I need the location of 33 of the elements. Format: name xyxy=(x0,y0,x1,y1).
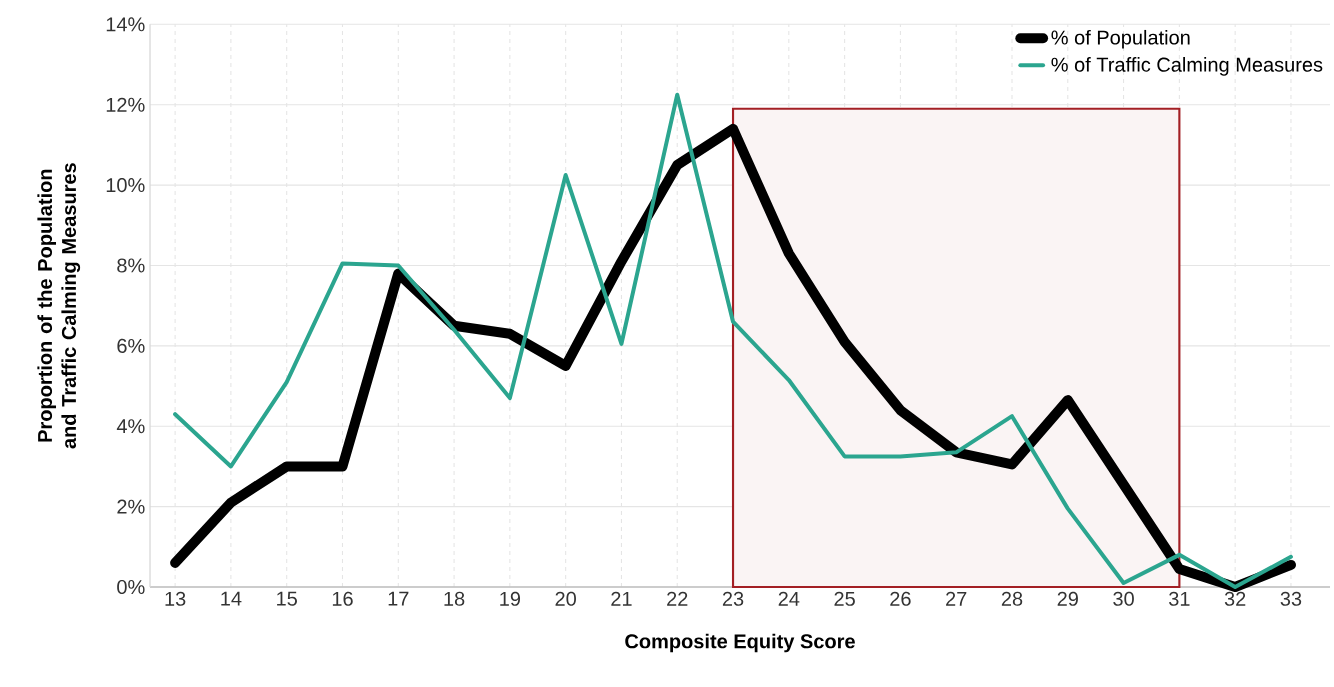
x-tick-label: 18 xyxy=(444,591,465,606)
y-tick-label: 14% xyxy=(106,17,145,32)
y-tick-label: 10% xyxy=(106,178,145,193)
x-tick-label: 33 xyxy=(1280,591,1302,606)
x-tick-label: 14 xyxy=(221,591,242,606)
x-tick-label: 24 xyxy=(778,591,800,606)
x-tick-label: 31 xyxy=(1169,591,1190,606)
x-tick-label: 16 xyxy=(332,591,353,606)
x-tick-label: 23 xyxy=(722,591,744,606)
x-tick-label: 26 xyxy=(890,591,911,606)
x-tick-label: 25 xyxy=(834,591,855,606)
y-tick-label: 12% xyxy=(106,97,145,112)
y-tick-label: 0% xyxy=(117,579,145,595)
x-tick-label: 21 xyxy=(611,591,632,606)
x-tick-label: 22 xyxy=(667,591,688,606)
x-axis-title: Composite Equity Score xyxy=(625,633,855,653)
legend-label: % of Traffic Calming Measures xyxy=(1051,57,1323,76)
x-tick-label: 30 xyxy=(1113,591,1134,606)
legend-label: % of Population xyxy=(1051,29,1190,49)
y-tick-label: 6% xyxy=(117,338,145,353)
x-tick-label: 29 xyxy=(1057,591,1078,606)
x-tick-label: 13 xyxy=(165,591,186,606)
x-tick-label: 15 xyxy=(277,591,297,606)
x-tick-label: 20 xyxy=(555,591,576,606)
y-axis-title: Proportion of the Population and Traffic Calming Measures xyxy=(37,163,81,449)
y-tick-label: 2% xyxy=(117,499,145,514)
x-tick-label: 17 xyxy=(388,591,409,606)
x-tick-label: 27 xyxy=(946,591,967,606)
y-tick-label: 8% xyxy=(117,258,145,273)
x-tick-label: 19 xyxy=(500,591,521,606)
x-tick-label: 28 xyxy=(1001,591,1023,606)
y-tick-label: 4% xyxy=(116,419,145,434)
x-tick-label: 32 xyxy=(1224,591,1246,606)
